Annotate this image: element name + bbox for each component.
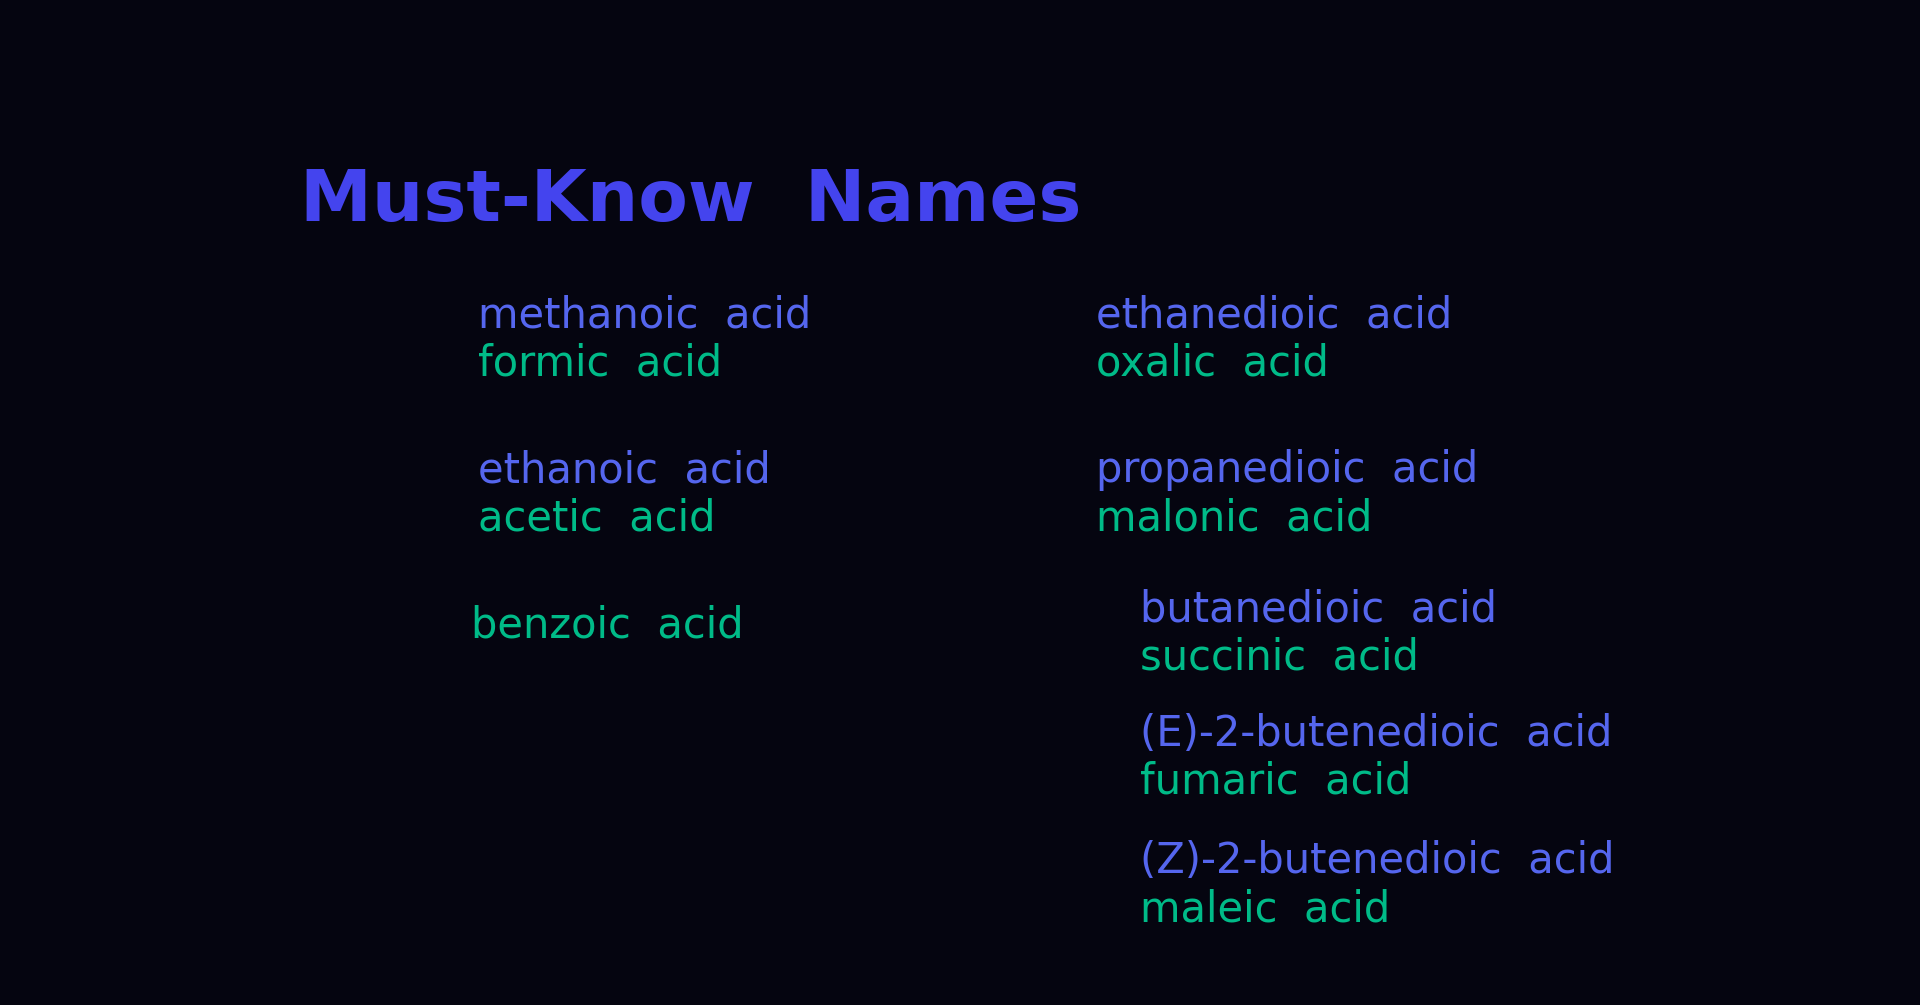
Text: maleic  acid: maleic acid	[1140, 888, 1390, 931]
Text: (E)-2-butenedioic  acid: (E)-2-butenedioic acid	[1140, 713, 1613, 755]
Text: malonic  acid: malonic acid	[1096, 497, 1373, 540]
Text: (Z)-2-butenedioic  acid: (Z)-2-butenedioic acid	[1140, 840, 1615, 882]
Text: fumaric  acid: fumaric acid	[1140, 761, 1411, 803]
Text: succinic  acid: succinic acid	[1140, 637, 1419, 678]
Text: oxalic  acid: oxalic acid	[1096, 343, 1329, 385]
Text: Must-Know  Names: Must-Know Names	[300, 167, 1081, 236]
Text: butanedioic  acid: butanedioic acid	[1140, 589, 1498, 631]
Text: ethanedioic  acid: ethanedioic acid	[1096, 294, 1452, 337]
Text: formic  acid: formic acid	[478, 343, 722, 385]
Text: propanedioic  acid: propanedioic acid	[1096, 449, 1478, 491]
Text: methanoic  acid: methanoic acid	[478, 294, 812, 337]
Text: benzoic  acid: benzoic acid	[470, 604, 743, 646]
Text: acetic  acid: acetic acid	[478, 497, 716, 540]
Text: ethanoic  acid: ethanoic acid	[478, 449, 770, 491]
